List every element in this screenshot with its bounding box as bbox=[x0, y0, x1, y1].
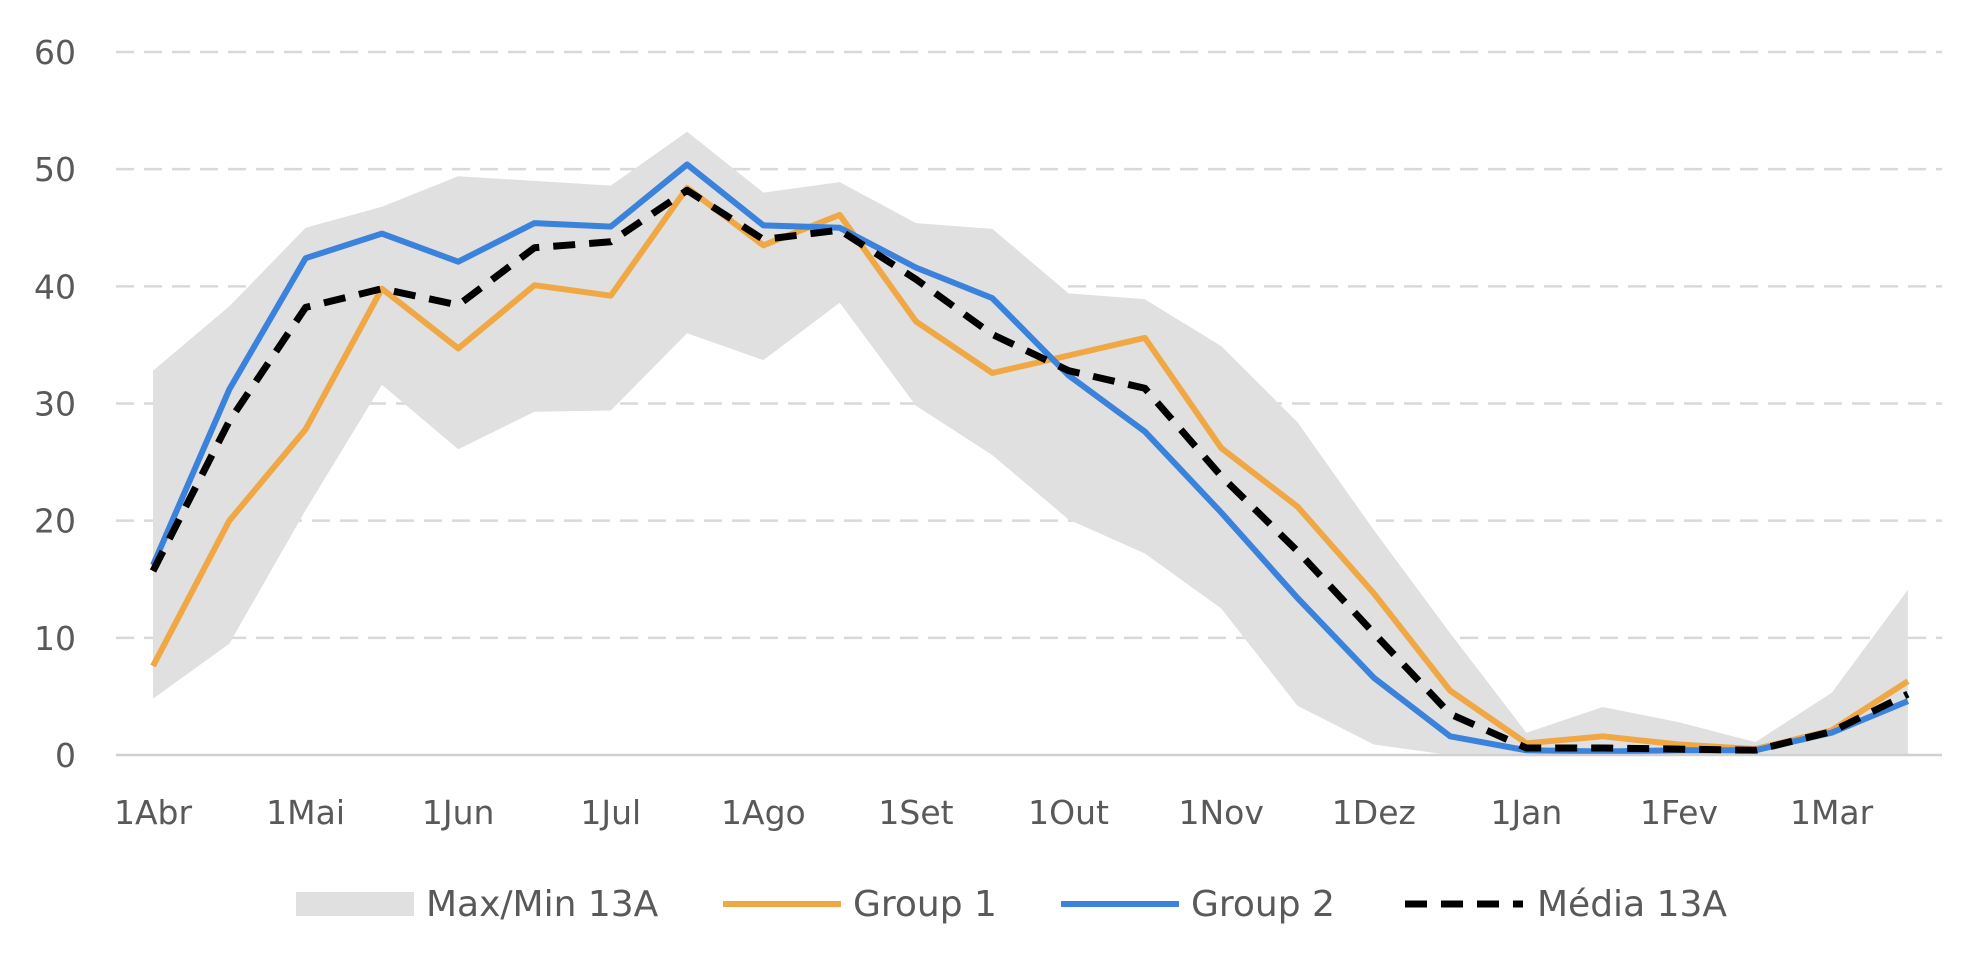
legend-label-media: Média 13A bbox=[1537, 884, 1727, 925]
y-tick-label: 30 bbox=[34, 385, 76, 424]
series-layer bbox=[149, 161, 1910, 755]
x-tick-label: 1Jul bbox=[580, 793, 641, 832]
series-line-media bbox=[149, 186, 1910, 754]
axes: 0 10 20 30 40 50 60 1Abr 1Mai 1Jun 1Jul 1Ago 1Set 1Ou… bbox=[34, 33, 1942, 832]
legend-label-group-1: Group 1 bbox=[853, 884, 997, 925]
legend-label-max-min: Max/Min 13A bbox=[426, 884, 659, 925]
x-tick-label: 1Jun bbox=[422, 793, 495, 832]
x-tick-label: 1Mai bbox=[266, 793, 345, 832]
x-tick-label: 1Ago bbox=[721, 793, 806, 832]
legend-swatch-max-min bbox=[296, 892, 414, 916]
legend: Max/Min 13A Group 1 Group 2 Média 13A bbox=[296, 884, 1727, 925]
y-tick-label: 40 bbox=[34, 267, 76, 306]
x-tick-label: 1Out bbox=[1028, 793, 1109, 832]
series-line-group-1 bbox=[150, 184, 1910, 753]
series-line-group-2 bbox=[150, 161, 1910, 755]
y-tick-label: 0 bbox=[55, 736, 76, 775]
x-tick-label: 1Dez bbox=[1332, 793, 1416, 832]
y-tick-label: 60 bbox=[34, 33, 76, 72]
y-tick-label: 20 bbox=[34, 502, 76, 541]
max-min-band bbox=[153, 131, 1908, 755]
y-tick-label: 10 bbox=[34, 619, 76, 658]
x-tick-label: 1Abr bbox=[114, 793, 193, 832]
x-tick-label: 1Jan bbox=[1490, 793, 1562, 832]
y-tick-label: 50 bbox=[34, 150, 76, 189]
max-min-band-layer bbox=[153, 131, 1908, 755]
legend-label-group-2: Group 2 bbox=[1191, 884, 1335, 925]
x-tick-label: 1Mar bbox=[1790, 793, 1874, 832]
x-tick-label: 1Set bbox=[878, 793, 953, 832]
x-tick-label: 1Fev bbox=[1640, 793, 1718, 832]
x-tick-label: 1Nov bbox=[1178, 793, 1263, 832]
